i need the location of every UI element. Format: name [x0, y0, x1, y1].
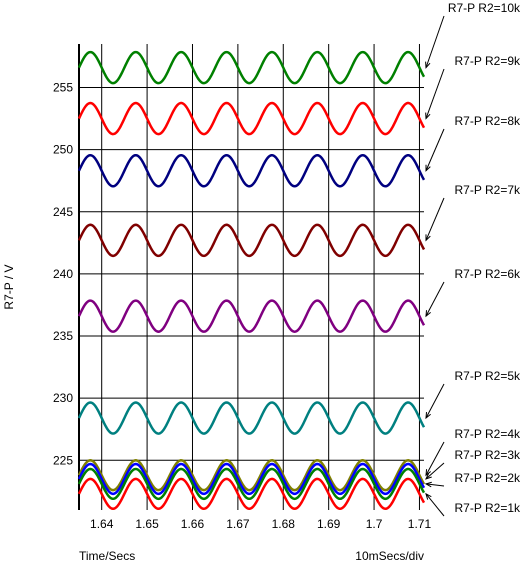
- series-arrowhead: [425, 234, 431, 242]
- tick-labels: 1.64 1.65 1.66 1.67 1.68 1.69 1.7 1.71 225 230 235…: [53, 80, 431, 531]
- series-arrow: [425, 128, 445, 171]
- series-arrowhead: [425, 61, 431, 69]
- series-label-5: R7-P R2=6k: [455, 267, 521, 281]
- series-label-4: R7-P R2=7k: [455, 183, 521, 197]
- series-arrow: [425, 483, 445, 487]
- series-label-1: R7-P R2=10k: [448, 1, 521, 15]
- series-arrow: [425, 462, 445, 480]
- x-tick-label: 1.69: [317, 517, 341, 531]
- series-arrow: [425, 441, 445, 476]
- series-arrowhead: [425, 469, 432, 477]
- x-tick-label: 1.67: [226, 517, 250, 531]
- y-tick-label: 225: [53, 453, 73, 467]
- legend-arrows: [424, 15, 445, 517]
- series-arrow: [425, 493, 445, 517]
- x-scale-note: 10mSecs/div: [355, 549, 424, 563]
- series-label-3: R7-P R2=8k: [455, 114, 521, 128]
- series-labels: R7-P R2=10k R7-P R2=9k R7-P R2=8k R7-P R2=7…: [448, 1, 521, 515]
- series-arrow: [425, 68, 445, 119]
- grid: [78, 44, 424, 510]
- series-line-2: [77, 101, 426, 136]
- y-tick-label: 255: [53, 80, 73, 94]
- y-axis-label: R7-P / V: [2, 264, 16, 309]
- y-tick-label: 245: [53, 205, 73, 219]
- series-line-6: [77, 401, 426, 435]
- series-label-7: R7-P R2=4k: [455, 427, 521, 441]
- series-arrowhead: [425, 112, 431, 120]
- x-tick-label: 1.68: [272, 517, 296, 531]
- y-tick-label: 230: [53, 391, 73, 405]
- series-group: [77, 50, 426, 511]
- series-arrowhead: [425, 412, 431, 420]
- series-line-7: [77, 459, 426, 492]
- series-arrowhead: [425, 310, 431, 318]
- series-label-6: R7-P R2=5k: [455, 369, 521, 383]
- series-line-8: [77, 462, 426, 496]
- series-line-9: [77, 467, 426, 501]
- x-tick-label: 1.71: [408, 517, 432, 531]
- series-arrowhead: [424, 481, 432, 488]
- series-label-2: R7-P R2=9k: [455, 54, 521, 68]
- series-arrowhead: [425, 492, 432, 500]
- x-tick-label: 1.66: [181, 517, 205, 531]
- series-line-10: [77, 477, 426, 511]
- x-tick-label: 1.65: [135, 517, 159, 531]
- series-arrow: [425, 383, 445, 419]
- x-tick-label: 1.7: [366, 517, 383, 531]
- series-line-1: [77, 50, 426, 85]
- series-line-4: [77, 223, 426, 258]
- x-tick-label: 1.64: [90, 517, 114, 531]
- series-arrowhead: [425, 473, 432, 480]
- y-tick-label: 235: [53, 329, 73, 343]
- series-label-10: R7-P R2=1k: [455, 501, 521, 515]
- series-arrow: [425, 281, 445, 317]
- series-label-8: R7-P R2=3k: [455, 448, 521, 462]
- y-tick-label: 250: [53, 143, 73, 157]
- series-line-5: [77, 299, 426, 333]
- series-label-9: R7-P R2=2k: [455, 471, 521, 485]
- x-axis-label: Time/Secs: [79, 549, 135, 563]
- series-arrowhead: [425, 164, 431, 172]
- y-tick-label: 240: [53, 267, 73, 281]
- series-arrow: [425, 15, 445, 68]
- series-line-3: [77, 153, 426, 188]
- series-arrow: [425, 197, 445, 241]
